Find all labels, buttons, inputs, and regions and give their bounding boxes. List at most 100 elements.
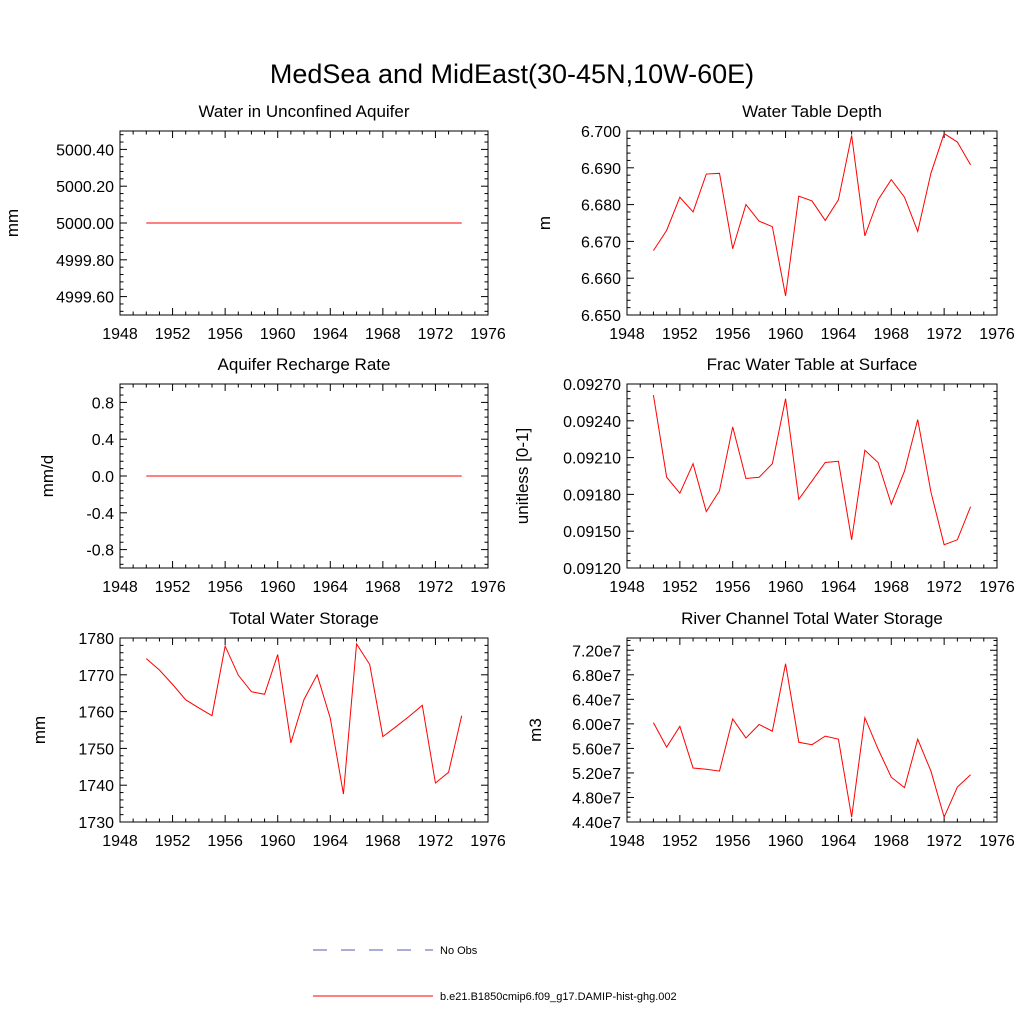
y-tick-label: 6.670 (581, 234, 621, 251)
x-tick-label: 1956 (715, 579, 751, 596)
x-tick-label: 1964 (821, 326, 857, 343)
x-tick-label: 1960 (260, 833, 296, 850)
x-tick-label: 1968 (873, 833, 909, 850)
figure-title: MedSea and MidEast(30-45N,10W-60E) (270, 59, 754, 89)
x-tick-label: 1960 (768, 833, 804, 850)
x-tick-label: 1968 (365, 579, 401, 596)
y-tick-label: 0.09120 (563, 561, 621, 578)
x-tick-label: 1956 (715, 326, 751, 343)
y-tick-label: 0.4 (92, 432, 114, 449)
x-tick-label: 1960 (768, 579, 804, 596)
legend: No Obs b.e21.B1850cmip6.f09_g17.DAMIP-hi… (313, 945, 677, 1003)
y-tick-label: 6.650 (581, 308, 621, 325)
x-tick-label: 1976 (979, 326, 1015, 343)
x-tick-label: 1964 (821, 833, 857, 850)
y-tick-label: 6.80e7 (572, 668, 621, 685)
series-line (652, 663, 971, 819)
y-tick-label: 4.40e7 (572, 815, 621, 832)
x-tick-label: 1976 (979, 833, 1015, 850)
x-tick-label: 1964 (312, 833, 348, 850)
x-tick-label: 1972 (418, 326, 454, 343)
series-line (145, 642, 463, 795)
y-axis-label: unitless [0-1] (513, 428, 532, 524)
y-tick-label: 6.690 (581, 161, 621, 178)
y-tick-label: 7.20e7 (572, 643, 621, 660)
plot-frame (626, 130, 998, 316)
x-tick-label: 1972 (418, 579, 454, 596)
panel-title: Frac Water Table at Surface (707, 355, 918, 374)
x-tick-label: 1952 (155, 326, 191, 343)
y-axis-label: m3 (526, 718, 545, 742)
panel-title: Total Water Storage (229, 609, 379, 628)
y-tick-label: 4999.80 (56, 253, 114, 270)
y-axis-label: mm/d (38, 455, 57, 498)
y-tick-label: 1770 (78, 668, 114, 685)
plot-frame (626, 383, 998, 569)
y-tick-label: 6.700 (581, 124, 621, 141)
panels: Water in Unconfined Aquifer mm 1948 1952 195… (3, 102, 1015, 850)
x-tick-label: 1952 (155, 833, 191, 850)
y-tick-label: 6.660 (581, 271, 621, 288)
x-tick-label: 1976 (470, 833, 506, 850)
panel-6: River Channel Total Water Storage m3 1948 1… (526, 609, 1015, 850)
plot-frame (119, 637, 489, 823)
y-tick-label: 1760 (78, 705, 114, 722)
legend-obs-label: No Obs (440, 945, 478, 957)
y-tick-label: 0.09240 (563, 414, 621, 431)
x-tick-label: 1956 (207, 579, 243, 596)
x-tick-label: 1976 (470, 326, 506, 343)
y-tick-label: 5000.00 (56, 216, 114, 233)
panel-title: River Channel Total Water Storage (681, 609, 943, 628)
y-tick-label: 1740 (78, 778, 114, 795)
x-tick-label: 1968 (365, 326, 401, 343)
x-tick-label: 1964 (821, 579, 857, 596)
x-tick-label: 1948 (102, 833, 138, 850)
y-axis-label: m (535, 216, 554, 230)
y-tick-label: 0.09270 (563, 377, 621, 394)
y-tick-label: 1750 (78, 741, 114, 758)
y-tick-label: 6.40e7 (572, 692, 621, 709)
x-tick-label: 1956 (715, 833, 751, 850)
panel-title: Water in Unconfined Aquifer (198, 102, 409, 121)
y-tick-label: -0.8 (86, 543, 114, 560)
x-tick-label: 1948 (609, 833, 645, 850)
x-tick-label: 1948 (102, 579, 138, 596)
panel-5: Total Water Storage mm 1948 1952 1956 1960 196… (30, 609, 506, 850)
x-tick-label: 1952 (155, 579, 191, 596)
y-tick-label: -0.4 (86, 506, 114, 523)
x-tick-label: 1952 (662, 326, 698, 343)
panel-title: Aquifer Recharge Rate (218, 355, 391, 374)
y-axis-label: mm (30, 716, 49, 744)
x-tick-label: 1948 (609, 326, 645, 343)
y-axis-label: mm (3, 209, 22, 237)
x-tick-label: 1968 (873, 326, 909, 343)
y-tick-label: 5.60e7 (572, 741, 621, 758)
panel-3: Aquifer Recharge Rate mm/d 1948 1952 1956 196… (38, 355, 506, 596)
y-tick-label: 1780 (78, 631, 114, 648)
y-tick-label: 1730 (78, 815, 114, 832)
panel-4: Frac Water Table at Surface unitless [0-1… (513, 355, 1015, 596)
y-tick-label: 5000.40 (56, 142, 114, 159)
x-tick-label: 1952 (662, 833, 698, 850)
x-tick-label: 1948 (102, 326, 138, 343)
legend-model-label: b.e21.B1850cmip6.f09_g17.DAMIP-hist-ghg.… (440, 991, 677, 1003)
x-tick-label: 1976 (470, 579, 506, 596)
y-tick-label: 5000.20 (56, 179, 114, 196)
y-tick-label: 0.09210 (563, 451, 621, 468)
x-tick-label: 1972 (418, 833, 454, 850)
x-tick-label: 1960 (260, 326, 296, 343)
plot-frame (626, 637, 998, 823)
x-tick-label: 1972 (926, 326, 962, 343)
x-tick-label: 1948 (609, 579, 645, 596)
x-tick-label: 1956 (207, 833, 243, 850)
y-tick-label: 4999.60 (56, 290, 114, 307)
x-tick-label: 1960 (260, 579, 296, 596)
x-tick-label: 1960 (768, 326, 804, 343)
panel-2: Water Table Depth m 1948 1952 1956 1960 1964 19… (535, 102, 1015, 343)
y-tick-label: 0.09150 (563, 524, 621, 541)
panel-1: Water in Unconfined Aquifer mm 1948 1952 195… (3, 102, 506, 343)
y-tick-label: 0.8 (92, 395, 114, 412)
x-tick-label: 1952 (662, 579, 698, 596)
y-tick-label: 5.20e7 (572, 766, 621, 783)
